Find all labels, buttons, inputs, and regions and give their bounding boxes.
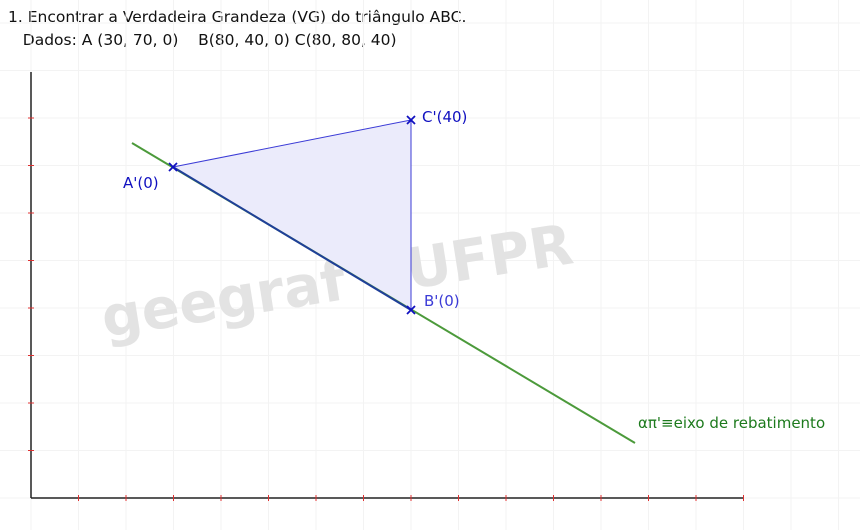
axis-ticks [28, 117, 744, 501]
rebatimento-axis-label: απ'≡eixo de rebatimento [638, 414, 825, 432]
point-label-b: B'(0) [424, 292, 460, 310]
point-label-a: A'(0) [123, 174, 159, 192]
point-marker-b [406, 305, 416, 315]
segment-a-c [172, 119, 412, 168]
problem-data: Dados: A (30, 70, 0) B(80, 40, 0) C(80, … [8, 31, 397, 49]
triangle-fill [173, 120, 411, 310]
point-marker-a [168, 162, 178, 172]
point-markers [168, 115, 416, 315]
problem-header: 1. Encontrar a Verdadeira Grandeza (VG) … [8, 6, 466, 52]
point-label-c: C'(40) [422, 108, 467, 126]
point-marker-c [406, 115, 416, 125]
problem-title: 1. Encontrar a Verdadeira Grandeza (VG) … [8, 8, 467, 26]
segment-a-b [172, 166, 412, 311]
